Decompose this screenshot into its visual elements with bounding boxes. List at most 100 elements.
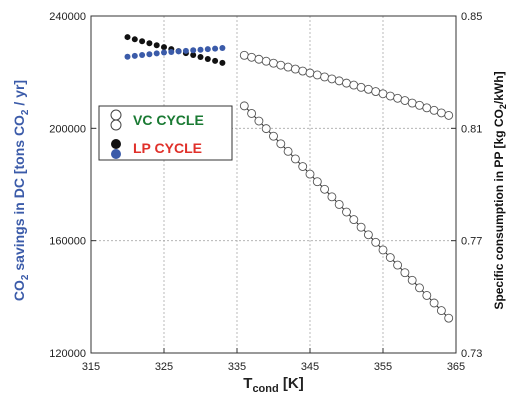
data-point: [247, 108, 257, 118]
data-point: [219, 45, 226, 52]
data-point: [254, 116, 264, 126]
data-point: [305, 68, 315, 78]
series-layer: [124, 34, 454, 323]
data-point: [407, 98, 417, 108]
x-tick-label: 325: [155, 361, 173, 373]
x-tick-label: 335: [228, 361, 246, 373]
legend-marker-lp-2: [111, 149, 121, 159]
series-1: [239, 101, 454, 323]
data-point: [124, 34, 131, 41]
legend-label-vc-cycle: VC CYCLE: [133, 112, 204, 128]
x-tick-label: 315: [82, 361, 100, 373]
y-axis-left-label: CO2 savings in DC [tons CO2 / yr]: [11, 80, 31, 301]
y-left-tick-label: 240000: [49, 11, 86, 23]
y-right-tick-label: 0.81: [461, 123, 482, 135]
data-point: [219, 59, 226, 66]
data-point: [197, 54, 204, 61]
data-point: [168, 48, 175, 55]
y-right-tick-label: 0.77: [461, 236, 482, 248]
x-axis-label: Tcond [K]: [243, 375, 303, 395]
data-point: [378, 89, 388, 99]
data-point: [356, 82, 366, 92]
legend-entry-vc-cycle: VC CYCLE: [110, 109, 204, 131]
data-point: [334, 76, 344, 86]
data-point: [269, 58, 278, 68]
data-point: [139, 52, 146, 59]
data-point: [400, 96, 410, 105]
data-point: [422, 103, 432, 113]
data-point: [298, 66, 308, 76]
data-point: [212, 57, 219, 64]
data-point: [327, 192, 337, 202]
data-point: [283, 62, 293, 72]
data-point: [363, 230, 373, 240]
data-point: [342, 78, 351, 88]
data-point: [261, 56, 271, 66]
data-point: [378, 245, 388, 255]
y-left-tick-label: 120000: [49, 348, 86, 360]
legend-entry-lp-cycle: LP CYCLE: [111, 139, 202, 159]
legend-marker-vc-1: [110, 109, 122, 121]
data-point: [190, 47, 197, 54]
data-point: [400, 268, 410, 278]
data-point: [371, 237, 381, 247]
data-point: [393, 260, 403, 270]
data-point: [385, 253, 395, 262]
data-point: [371, 87, 381, 96]
data-point: [290, 64, 300, 74]
data-point: [444, 110, 454, 120]
data-point: [334, 199, 344, 209]
legend-label-lp-cycle: LP CYCLE: [133, 140, 202, 156]
data-point: [182, 47, 189, 54]
data-point: [393, 93, 403, 103]
data-point: [312, 177, 322, 187]
data-point: [363, 84, 373, 94]
y-left-tick-label: 160000: [49, 236, 86, 248]
series-0: [239, 50, 454, 120]
data-point: [131, 52, 138, 59]
data-point: [161, 49, 167, 56]
data-point: [139, 38, 146, 45]
data-point: [239, 50, 249, 60]
data-point: [415, 283, 424, 293]
series-3: [124, 45, 226, 60]
data-point: [276, 60, 286, 70]
data-point: [327, 74, 337, 84]
data-point: [131, 36, 138, 43]
data-point: [212, 45, 219, 52]
data-point: [429, 298, 439, 308]
data-point: [385, 91, 395, 101]
data-point: [298, 162, 308, 171]
data-point: [320, 72, 330, 82]
data-point: [283, 146, 293, 156]
data-point: [436, 306, 446, 316]
data-point: [204, 55, 211, 62]
x-tick-label: 365: [447, 361, 465, 373]
data-point: [342, 207, 351, 217]
data-point: [197, 46, 204, 53]
legend-marker-vc-2: [110, 119, 122, 131]
data-point: [429, 105, 439, 115]
data-point: [254, 54, 264, 64]
data-point: [261, 124, 271, 134]
data-point: [444, 313, 454, 323]
data-point: [146, 40, 153, 47]
data-point: [247, 52, 257, 62]
plot-frame: [90, 15, 457, 354]
data-point: [175, 48, 182, 55]
tick-labels: 315 325 335 345 355 365 120000 160000 200000 2400…: [49, 11, 482, 373]
data-point: [422, 290, 432, 300]
data-point: [153, 42, 160, 49]
data-point: [436, 108, 446, 118]
y-axis-right-label: Specific consumption in PP [kg CO2/kWh]: [492, 71, 508, 309]
data-point: [161, 44, 167, 51]
data-point: [305, 169, 315, 179]
data-point: [146, 51, 153, 58]
data-point: [356, 222, 366, 232]
data-point: [407, 275, 417, 285]
data-point: [349, 80, 359, 90]
data-point: [290, 154, 300, 164]
legend: VC CYCLE LP CYCLE: [98, 105, 233, 161]
